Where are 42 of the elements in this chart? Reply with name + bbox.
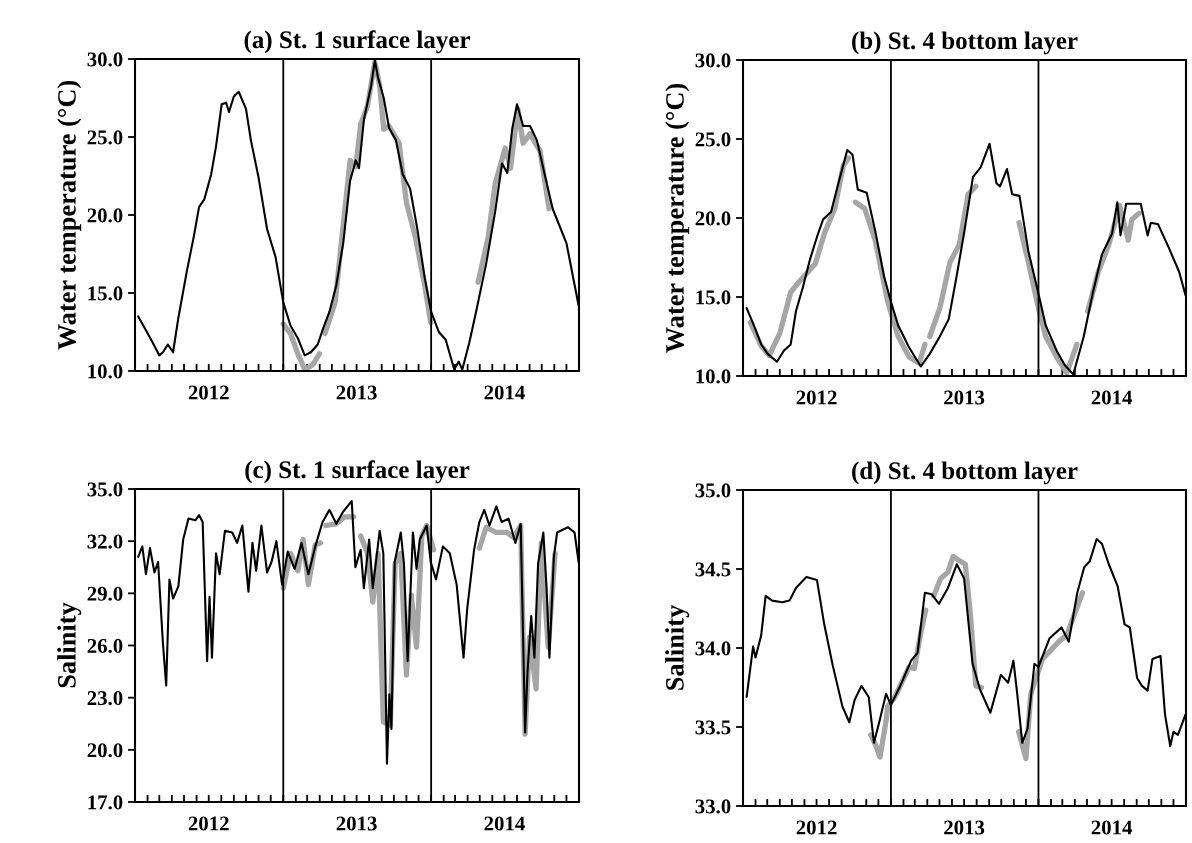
- y-tick-label: 34.0: [695, 641, 731, 656]
- y-tick-label: 32.0: [87, 534, 123, 549]
- y-tick-label: 10.0: [88, 364, 123, 379]
- y-tick-label: 15.0: [696, 290, 731, 305]
- chart-title: (a) St. 1 surface layer: [244, 30, 470, 54]
- x-tick-label: 2013: [944, 390, 985, 405]
- y-tick-label: 34.5: [695, 562, 731, 577]
- chart-title: (b) St. 4 bottom layer: [852, 31, 1078, 55]
- y-tick-label: 33.0: [695, 799, 731, 814]
- y-tick-label: 15.0: [88, 286, 123, 301]
- y-tick-label: 30.0: [695, 53, 731, 68]
- y-tick-label: 33.5: [695, 720, 731, 735]
- y-axis-title: Water temperature (°C): [665, 83, 690, 353]
- y-axis-title: Salinity: [665, 604, 690, 690]
- chart-title: (c) St. 1 surface layer: [245, 460, 470, 484]
- chart-title: (d) St. 4 bottom layer: [852, 461, 1078, 485]
- y-tick-label: 10.0: [696, 369, 731, 384]
- y-tick-label: 25.0: [695, 132, 731, 147]
- y-tick-label: 26.0: [87, 638, 123, 654]
- y-axis-title: Water temperature (°C): [57, 80, 82, 350]
- y-tick-label: 35.0: [695, 483, 731, 498]
- x-tick-label: 2012: [796, 820, 837, 835]
- y-tick-label: 30.0: [87, 52, 123, 67]
- x-tick-label: 2014: [484, 385, 525, 400]
- y-tick-label: 35.0: [87, 482, 123, 497]
- x-tick-label: 2013: [336, 816, 377, 831]
- y-tick-label: 17.0: [88, 795, 123, 810]
- y-tick-label: 23.0: [87, 691, 123, 706]
- y-tick-label: 29.0: [87, 586, 123, 601]
- y-tick-label: 25.0: [87, 130, 123, 145]
- y-tick-label: 20.0: [87, 743, 123, 758]
- x-tick-label: 2014: [1091, 820, 1133, 835]
- y-tick-label: 20.0: [87, 208, 123, 223]
- x-tick-label: 2013: [336, 385, 377, 400]
- x-tick-label: 2014: [1091, 390, 1133, 405]
- x-tick-label: 2013: [944, 820, 985, 835]
- y-tick-label: 20.0: [695, 211, 731, 226]
- x-tick-label: 2012: [188, 385, 229, 400]
- x-tick-label: 2012: [188, 816, 229, 831]
- x-tick-label: 2014: [484, 816, 525, 831]
- x-tick-label: 2012: [796, 390, 837, 405]
- y-axis-title: Salinity: [57, 602, 82, 688]
